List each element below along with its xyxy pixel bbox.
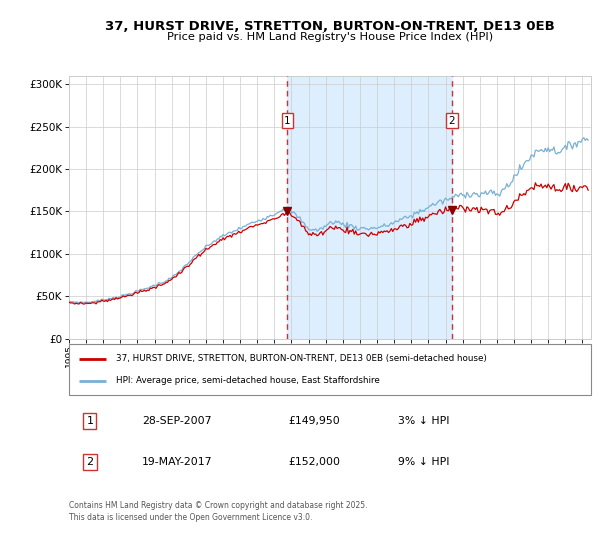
Text: 1: 1 — [86, 416, 94, 426]
Text: 37, HURST DRIVE, STRETTON, BURTON-ON-TRENT, DE13 0EB (semi-detached house): 37, HURST DRIVE, STRETTON, BURTON-ON-TRE… — [116, 354, 487, 363]
Text: £149,950: £149,950 — [288, 416, 340, 426]
Text: 3% ↓ HPI: 3% ↓ HPI — [398, 416, 449, 426]
Text: Price paid vs. HM Land Registry's House Price Index (HPI): Price paid vs. HM Land Registry's House … — [167, 32, 493, 43]
Bar — [287, 76, 452, 339]
Text: 28-SEP-2007: 28-SEP-2007 — [142, 416, 212, 426]
Text: Contains HM Land Registry data © Crown copyright and database right 2025.
This d: Contains HM Land Registry data © Crown c… — [69, 501, 367, 522]
Text: HPI: Average price, semi-detached house, East Staffordshire: HPI: Average price, semi-detached house,… — [116, 376, 380, 385]
FancyBboxPatch shape — [69, 344, 591, 395]
Text: 9% ↓ HPI: 9% ↓ HPI — [398, 457, 449, 467]
Text: 37, HURST DRIVE, STRETTON, BURTON-ON-TRENT, DE13 0EB: 37, HURST DRIVE, STRETTON, BURTON-ON-TRE… — [105, 20, 555, 32]
Text: 19-MAY-2017: 19-MAY-2017 — [142, 457, 212, 467]
Text: 2: 2 — [86, 457, 94, 467]
Text: 1: 1 — [284, 115, 290, 125]
Text: £152,000: £152,000 — [288, 457, 340, 467]
Text: 2: 2 — [449, 115, 455, 125]
